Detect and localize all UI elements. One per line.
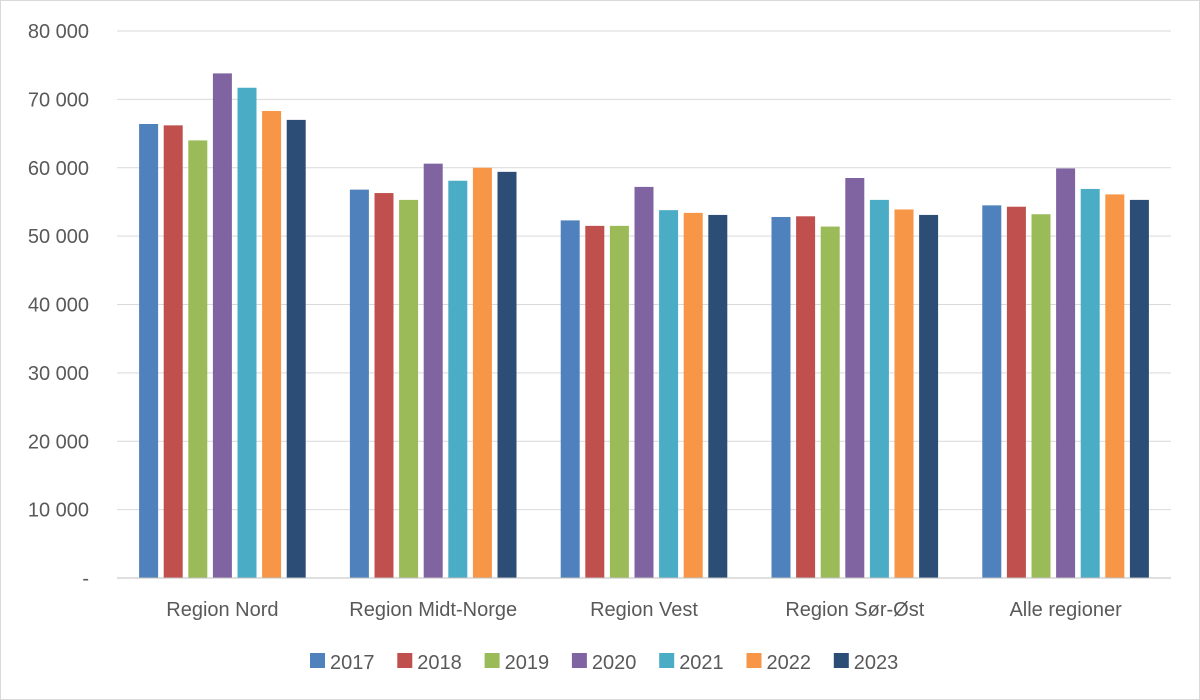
y-tick-label: 70 000 [28,89,89,111]
bar-2020 [212,73,232,578]
legend-swatch-2023 [833,653,849,668]
legend-label: 2022 [767,652,812,674]
bar-2019 [609,225,629,578]
legend-swatch-2018 [397,653,413,668]
legend-label: 2017 [330,652,375,674]
legend-swatch-2022 [746,653,762,668]
bars [139,73,1149,579]
category-label: Alle regioner [1009,599,1122,621]
y-axis-tick-labels: - 10 000 20 000 30 000 40 000 50 000 60 000 70 … [28,21,89,590]
bar-2018 [796,216,816,578]
bar-2017 [349,189,369,578]
legend-swatch-2020 [571,653,587,668]
y-tick-label: 60 000 [28,158,89,180]
bar-2020 [845,178,865,578]
bar-2022 [683,212,703,578]
bar-2023 [919,214,939,578]
legend-label: 2020 [592,652,637,674]
legend-label: 2023 [854,652,899,674]
bar-2017 [771,216,791,579]
bar-2018 [1006,206,1026,578]
bar-2018 [163,125,183,579]
bar-2019 [188,140,208,578]
legend-label: 2021 [679,652,724,674]
category-label: Region Vest [590,599,698,621]
y-tick-label: 30 000 [28,363,89,385]
category-label: Region Sør-Øst [785,599,924,621]
bar-2022 [472,167,492,578]
y-tick-label: 20 000 [28,431,89,453]
bar-2021 [237,87,257,578]
bar-2023 [286,119,306,578]
bar-2017 [560,220,580,578]
bar-2017 [982,205,1002,578]
y-tick-label: 80 000 [28,21,89,43]
category-labels: Region Nord Region Midt-Norge Region Vest R… [166,599,1122,621]
bar-2019 [399,199,419,579]
legend-swatch-2021 [659,653,675,668]
legend-swatch-2017 [310,653,325,668]
legend-label: 2019 [505,652,549,674]
bar-2020 [423,163,443,578]
y-tick-label: - [82,568,89,590]
bar-2017 [139,123,159,579]
category-label: Region Nord [166,599,278,621]
y-tick-label: 40 000 [28,295,89,317]
bar-2019 [820,226,840,579]
bar-2021 [1080,188,1100,579]
y-tick-label: 50 000 [28,226,89,248]
bar-2020 [634,186,654,578]
bar-2023 [497,171,517,579]
bar-2019 [1031,214,1051,578]
y-tick-label: 10 000 [28,500,89,522]
bar-2023 [708,214,728,578]
bar-2021 [448,180,468,578]
bar-2023 [1129,199,1149,579]
bar-2018 [585,225,605,578]
bar-2022 [1105,194,1125,578]
legend: 2017 2018 2019 2020 2021 2022 2023 [310,652,898,674]
bar-2021 [659,210,679,578]
bar-2022 [894,209,914,579]
legend-swatch-2019 [484,653,500,668]
bar-2021 [869,199,889,579]
bar-2018 [374,193,394,578]
bar-2022 [262,110,282,578]
legend-label: 2018 [417,652,462,674]
bar-2020 [1056,168,1076,578]
category-label: Region Midt-Norge [349,599,517,621]
